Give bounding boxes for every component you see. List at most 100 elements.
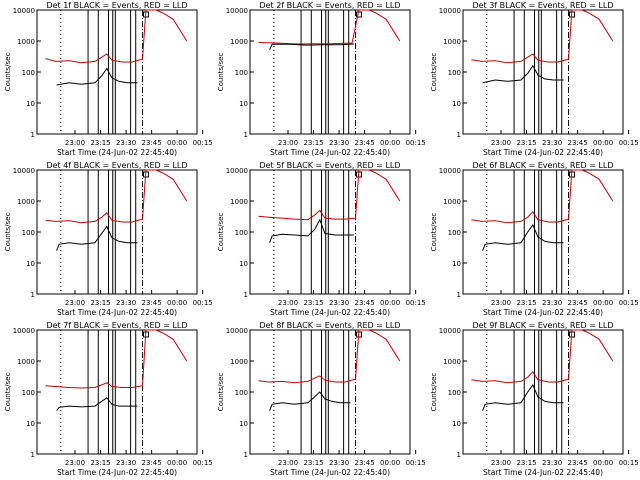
x-tick-label: 23:30 (329, 299, 349, 307)
x-tick-label: 23:30 (116, 459, 136, 467)
y-tick-label: 100 (22, 69, 35, 77)
y-tick-label: 1 (31, 451, 35, 459)
x-tick-label: 00:15 (193, 459, 213, 467)
lld-series-line (471, 329, 614, 384)
x-axis-label: Start Time (24-Jun-02 22:45:40) (270, 148, 390, 157)
y-tick-label: 1000 (17, 358, 35, 366)
x-tick-label: 23:15 (303, 139, 323, 147)
y-tick-label: 10000 (13, 327, 35, 335)
x-tick-label: 23:45 (355, 299, 375, 307)
panel-det-5: Det 5f BLACK = Events, RED = LLD 1 10 100 10… (217, 161, 426, 317)
lld-series-line (471, 9, 614, 64)
x-tick-label: 23:15 (303, 459, 323, 467)
y-tick-label: 1000 (443, 358, 461, 366)
panel-title: Det 9f BLACK = Events, RED = LLD (472, 321, 613, 330)
plot-frame (36, 9, 198, 135)
events-series-line (56, 225, 138, 251)
x-tick-label: 23:00 (65, 299, 85, 307)
x-tick-label: 23:15 (516, 299, 536, 307)
y-tick-label: 100 (448, 389, 461, 397)
y-tick-label: 1000 (230, 358, 248, 366)
panel-title: Det 6f BLACK = Events, RED = LLD (472, 161, 613, 170)
plot-frame (249, 169, 411, 295)
y-tick-label: 1000 (230, 198, 248, 206)
events-series-line (269, 43, 354, 51)
x-tick-label: 23:45 (355, 139, 375, 147)
y-tick-label: 10000 (13, 7, 35, 15)
y-tick-label: 1000 (443, 38, 461, 46)
x-tick-label: 00:00 (593, 459, 613, 467)
x-tick-label: 23:00 (278, 139, 298, 147)
y-axis-label: Counts/sec (430, 53, 438, 92)
x-axis-label: Start Time (24-Jun-02 22:45:40) (270, 468, 390, 477)
y-axis-label: Counts/sec (4, 53, 12, 92)
plot-frame (36, 329, 198, 455)
panel-det-4: Det 4f BLACK = Events, RED = LLD 1 10 100 10… (4, 161, 213, 317)
y-tick-label: 1000 (230, 38, 248, 46)
plot-frame (249, 329, 411, 455)
y-tick-label: 100 (22, 389, 35, 397)
panel-det-8: Det 8f BLACK = Events, RED = LLD 1 10 100 10… (217, 321, 426, 477)
x-axis-label: Start Time (24-Jun-02 22:45:40) (57, 308, 177, 317)
x-tick-label: 00:15 (619, 459, 639, 467)
y-tick-label: 10 (452, 100, 461, 108)
x-tick-label: 00:00 (593, 299, 613, 307)
panel-title: Det 1f BLACK = Events, RED = LLD (46, 1, 187, 10)
plot-frame (36, 169, 198, 295)
x-tick-label: 23:15 (90, 139, 110, 147)
y-axis-label: Counts/sec (217, 373, 225, 412)
events-series-line (269, 218, 354, 243)
x-tick-label: 00:15 (406, 459, 426, 467)
x-tick-label: 23:45 (355, 459, 375, 467)
x-tick-label: 23:00 (491, 459, 511, 467)
plot-frame (462, 329, 624, 455)
panel-det-6: Det 6f BLACK = Events, RED = LLD 1 10 100 10… (430, 161, 639, 317)
y-tick-label: 10000 (439, 7, 461, 15)
panel-title: Det 4f BLACK = Events, RED = LLD (46, 161, 187, 170)
y-tick-label: 10000 (226, 327, 248, 335)
lld-series-line (45, 9, 188, 64)
plot-frame (462, 9, 624, 135)
x-tick-label: 00:15 (193, 299, 213, 307)
x-tick-label: 23:45 (142, 299, 162, 307)
x-axis-label: Start Time (24-Jun-02 22:45:40) (57, 468, 177, 477)
lld-series-line (45, 169, 188, 224)
y-tick-label: 10000 (439, 327, 461, 335)
x-axis-label: Start Time (24-Jun-02 22:45:40) (483, 308, 603, 317)
x-tick-label: 23:15 (516, 139, 536, 147)
x-axis-label: Start Time (24-Jun-02 22:45:40) (57, 148, 177, 157)
y-tick-label: 1 (31, 131, 35, 139)
y-tick-label: 1000 (17, 38, 35, 46)
plot-frame (462, 169, 624, 295)
events-series-line (482, 383, 564, 411)
y-tick-label: 10000 (13, 167, 35, 175)
x-tick-label: 00:00 (167, 139, 187, 147)
y-tick-label: 1 (31, 291, 35, 299)
y-axis-label: Counts/sec (430, 213, 438, 252)
x-tick-label: 00:00 (593, 139, 613, 147)
x-tick-label: 23:00 (65, 459, 85, 467)
y-tick-label: 100 (235, 229, 248, 237)
x-tick-label: 23:45 (142, 459, 162, 467)
x-tick-label: 23:15 (303, 299, 323, 307)
x-tick-label: 23:45 (568, 299, 588, 307)
panel-det-2: Det 2f BLACK = Events, RED = LLD 1 10 100 10… (217, 1, 426, 157)
y-axis-label: Counts/sec (4, 213, 12, 252)
y-tick-label: 10000 (226, 167, 248, 175)
lld-series-line (45, 329, 188, 389)
events-series-line (482, 223, 564, 251)
x-tick-label: 23:00 (278, 459, 298, 467)
y-tick-label: 100 (22, 229, 35, 237)
y-tick-label: 10000 (226, 7, 248, 15)
plot-frame (249, 9, 411, 135)
x-tick-label: 23:00 (491, 299, 511, 307)
y-tick-label: 10 (239, 420, 248, 428)
panel-title: Det 7f BLACK = Events, RED = LLD (46, 321, 187, 330)
lld-series-line (258, 329, 401, 384)
y-tick-label: 1000 (443, 198, 461, 206)
x-tick-label: 23:45 (142, 139, 162, 147)
y-tick-label: 10000 (439, 167, 461, 175)
y-tick-label: 100 (448, 229, 461, 237)
y-tick-label: 1 (244, 451, 248, 459)
panel-det-7: Det 7f BLACK = Events, RED = LLD 1 10 100 10… (4, 321, 213, 477)
